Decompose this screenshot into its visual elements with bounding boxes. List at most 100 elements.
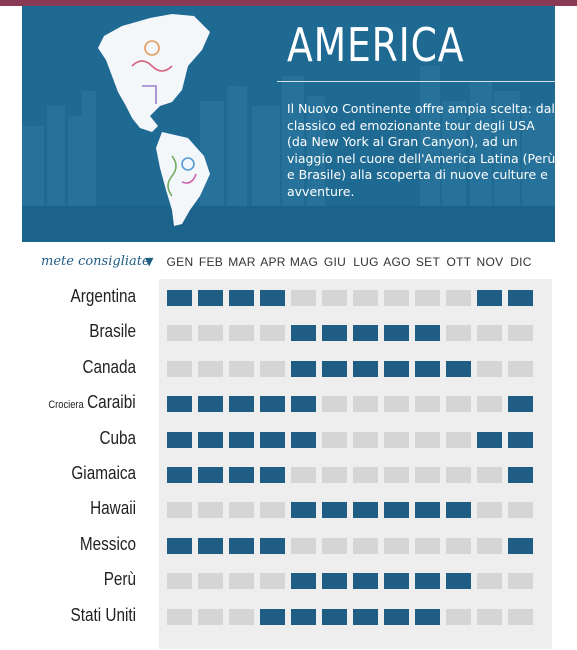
month-nov: NOV	[476, 255, 504, 269]
month-cell-recommended	[198, 290, 223, 306]
month-feb: FEB	[198, 255, 224, 269]
destination-name: Canada	[82, 356, 136, 377]
month-cell-recommended	[198, 537, 223, 554]
month-cell-off	[508, 502, 533, 519]
month-cell-off	[477, 325, 502, 342]
month-cell-recommended	[260, 537, 285, 554]
month-cell-off	[353, 396, 378, 413]
month-cell-off	[260, 325, 285, 342]
month-cell-recommended	[446, 502, 471, 519]
chevron-down-icon[interactable]: ▼	[145, 255, 154, 268]
month-cell-recommended	[508, 290, 533, 306]
month-dic: DIC	[510, 255, 532, 269]
month-cell-recommended	[291, 608, 316, 625]
month-cell-off	[198, 502, 223, 519]
page-title: AMERICA	[287, 18, 465, 72]
month-cell-recommended	[322, 608, 347, 625]
month-mar: MAR	[228, 255, 256, 269]
destination-label: Stati Uniti	[71, 605, 136, 626]
month-cell-recommended	[415, 360, 440, 377]
month-cell-recommended	[508, 467, 533, 483]
destination-label: Giamaica	[71, 463, 136, 484]
month-cell-off	[167, 360, 192, 377]
month-cell-recommended	[291, 325, 316, 342]
month-cell-off	[508, 325, 533, 342]
month-cell-off	[477, 537, 502, 554]
month-cell-off	[322, 467, 347, 483]
month-cell-off	[198, 608, 223, 625]
month-cell-off	[508, 360, 533, 377]
month-cell-off	[415, 290, 440, 306]
destination-label: Canada	[82, 357, 136, 378]
month-cell-off	[508, 608, 533, 625]
month-cell-off	[415, 431, 440, 448]
destination-label: Cuba	[99, 428, 136, 449]
month-cell-off	[229, 360, 254, 377]
month-cell-recommended	[229, 467, 254, 483]
month-cell-recommended	[167, 467, 192, 483]
month-cell-recommended	[260, 290, 285, 306]
destination-row: Cuba	[0, 422, 577, 458]
month-cell-off	[446, 467, 471, 483]
hero-banner: AMERICA Il Nuovo Continente offre ampia …	[22, 6, 555, 242]
destination-name: Cuba	[99, 427, 136, 448]
destination-row: Brasile	[0, 315, 577, 351]
month-cell-recommended	[260, 467, 285, 483]
month-cell-off	[477, 502, 502, 519]
month-cell-recommended	[229, 431, 254, 448]
month-cell-off	[198, 325, 223, 342]
month-cell-off	[477, 360, 502, 377]
month-cell-off	[446, 608, 471, 625]
destination-name: Perù	[103, 569, 136, 590]
destination-row: Canada	[0, 351, 577, 387]
destination-name: Brasile	[89, 321, 136, 342]
destination-row: Stati Uniti	[0, 599, 577, 635]
month-cell-recommended	[446, 573, 471, 590]
month-cell-recommended	[167, 431, 192, 448]
destination-prefix: Crociera	[48, 399, 85, 412]
month-cell-recommended	[415, 502, 440, 519]
destination-label: Hawaii	[90, 498, 136, 519]
month-mag: MAG	[289, 255, 319, 269]
month-cell-off	[415, 396, 440, 413]
destination-label: Argentina	[70, 286, 136, 307]
month-cell-recommended	[229, 396, 254, 413]
month-cell-recommended	[291, 360, 316, 377]
filter-label[interactable]: mete consigliate	[41, 254, 150, 269]
destination-row: Perù	[0, 563, 577, 599]
month-cell-recommended	[415, 608, 440, 625]
month-cell-off	[446, 537, 471, 554]
destination-name: Hawaii	[90, 498, 136, 519]
month-cell-off	[167, 608, 192, 625]
month-cell-off	[353, 431, 378, 448]
month-cell-off	[260, 502, 285, 519]
month-cell-recommended	[353, 360, 378, 377]
destination-label: Messico	[80, 534, 136, 555]
month-cell-off	[415, 467, 440, 483]
month-cell-recommended	[322, 325, 347, 342]
month-cell-recommended	[167, 396, 192, 413]
month-cell-recommended	[415, 325, 440, 342]
month-cell-off	[229, 608, 254, 625]
month-ago: AGO	[383, 255, 411, 269]
month-cell-off	[229, 325, 254, 342]
month-cell-recommended	[322, 360, 347, 377]
month-cell-off	[477, 396, 502, 413]
month-cell-recommended	[198, 467, 223, 483]
month-cell-recommended	[167, 537, 192, 554]
month-cell-off	[477, 573, 502, 590]
month-cell-off	[322, 396, 347, 413]
month-cell-off	[167, 325, 192, 342]
title-divider	[277, 81, 555, 82]
month-cell-off	[446, 325, 471, 342]
month-cell-off	[167, 502, 192, 519]
destination-row: Messico	[0, 528, 577, 564]
month-cell-off	[322, 431, 347, 448]
hero-description: Il Nuovo Continente offre ampia scelta: …	[287, 101, 555, 199]
month-cell-off	[198, 360, 223, 377]
month-cell-off	[477, 467, 502, 483]
month-cell-recommended	[353, 502, 378, 519]
destination-name: Stati Uniti	[70, 604, 136, 625]
month-cell-off	[415, 537, 440, 554]
destination-name: Caraibi	[87, 392, 136, 413]
